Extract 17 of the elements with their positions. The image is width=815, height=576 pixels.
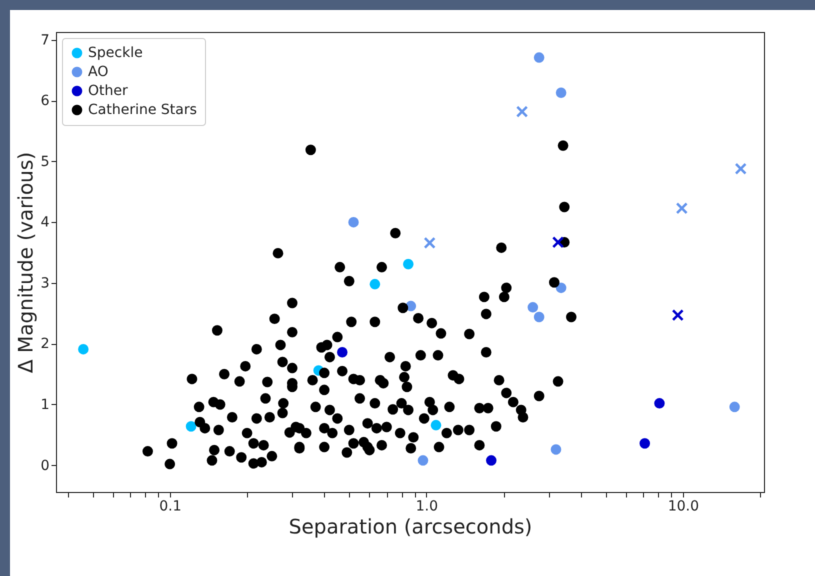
y-tick-label: 4 (40, 214, 50, 231)
y-tick-label: 1 (40, 396, 50, 413)
x-tick-label: 10.0 (668, 498, 700, 514)
y-axis-title: Δ Magnitude (various) (14, 152, 38, 374)
y-tick-label: 0 (40, 458, 50, 474)
y-tick-label: 5 (40, 154, 50, 170)
legend-label: Speckle (88, 45, 143, 61)
y-tick-label: 3 (40, 275, 50, 292)
x-tick-label: 0.1 (159, 498, 182, 514)
x-tick-label: 1.0 (416, 498, 438, 514)
x-axis-title: Separation (arcseconds) (288, 514, 532, 538)
y-tick-label: 2 (40, 336, 50, 352)
y-tick-label: 6 (40, 93, 50, 110)
legend-label: AO (88, 64, 108, 80)
legend-label: Other (88, 83, 128, 99)
legend-label: Catherine Stars (88, 102, 197, 118)
y-tick-label: 7 (40, 32, 50, 48)
